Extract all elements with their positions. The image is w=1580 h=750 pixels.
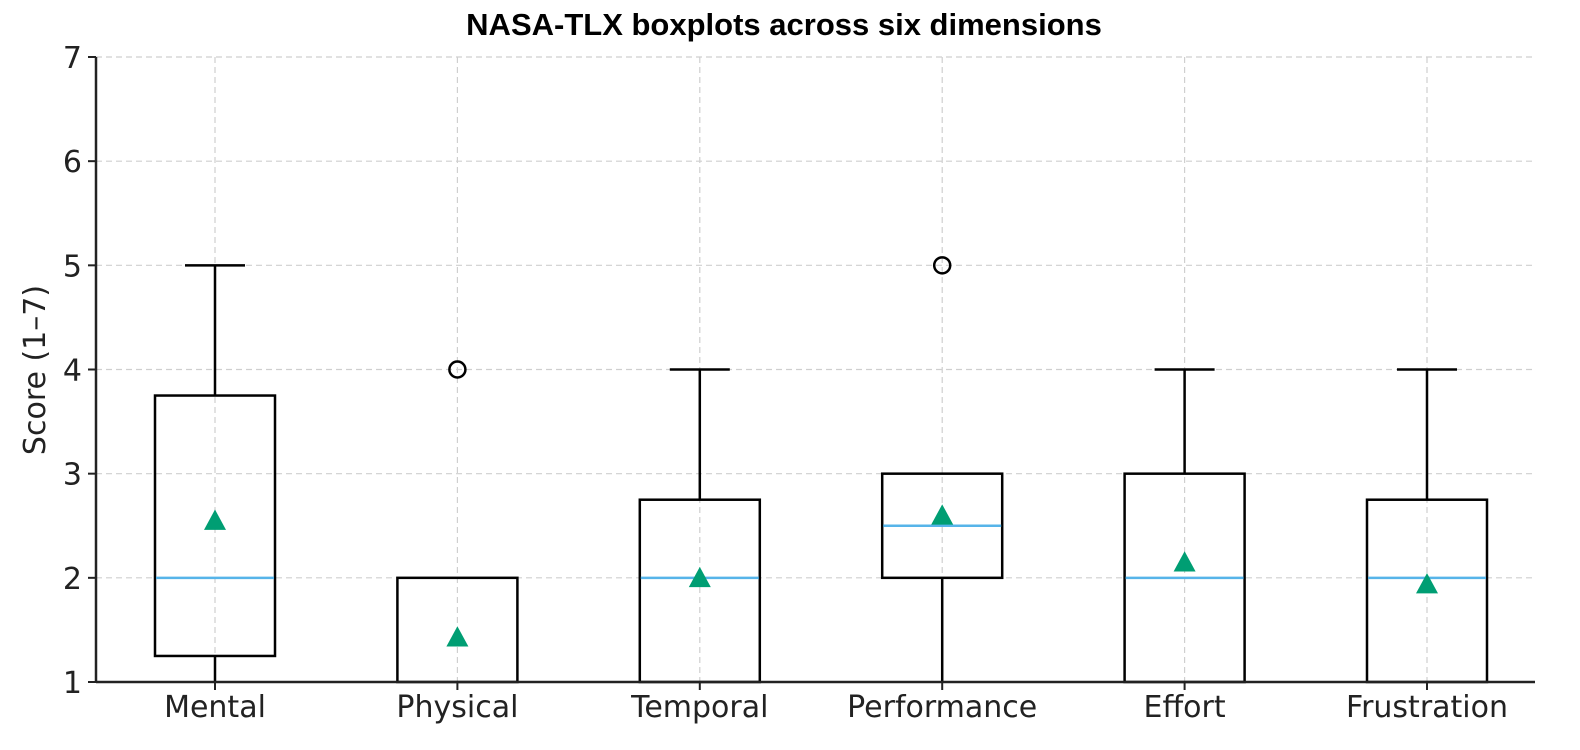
mean-marker — [204, 509, 226, 530]
mean-marker — [446, 626, 469, 647]
y-tick-label: 6 — [63, 145, 82, 180]
x-tick-label: Mental — [164, 690, 266, 725]
box-iqr — [153, 394, 277, 658]
boxes — [153, 256, 1489, 684]
y-tick-label: 2 — [63, 562, 82, 597]
x-tick-label: Performance — [847, 690, 1037, 725]
outlier-point — [448, 360, 467, 379]
mean-marker — [931, 504, 954, 525]
box-performance — [880, 256, 1004, 682]
box-iqr — [880, 472, 1004, 580]
box-temporal — [638, 368, 762, 684]
x-tick-label: Effort — [1144, 690, 1226, 725]
ticks: 1 2 3 4 5 6 7 Mental Physical Temporal Performance… — [63, 41, 1508, 725]
x-tick-label: Physical — [396, 690, 518, 725]
x-tick-label: Temporal — [630, 690, 768, 725]
box-frustration — [1365, 368, 1489, 684]
y-axis-label: Score (1–7) — [18, 285, 53, 455]
box-effort — [1123, 368, 1246, 684]
y-tick-label: 4 — [63, 354, 82, 389]
grid — [96, 56, 1535, 682]
chart-title: NASA-TLX boxplots across six dimensions — [466, 7, 1102, 42]
mean-marker — [1416, 573, 1438, 594]
y-tick-label: 7 — [63, 41, 82, 76]
mean-marker — [688, 566, 711, 588]
x-tick-label: Frustration — [1346, 690, 1508, 725]
outlier-point — [932, 256, 952, 275]
y-tick-label: 5 — [63, 249, 82, 284]
y-tick-label: 1 — [63, 666, 82, 701]
box-mental — [153, 264, 277, 682]
mean-marker — [1173, 551, 1196, 572]
y-tick-label: 3 — [63, 458, 82, 493]
